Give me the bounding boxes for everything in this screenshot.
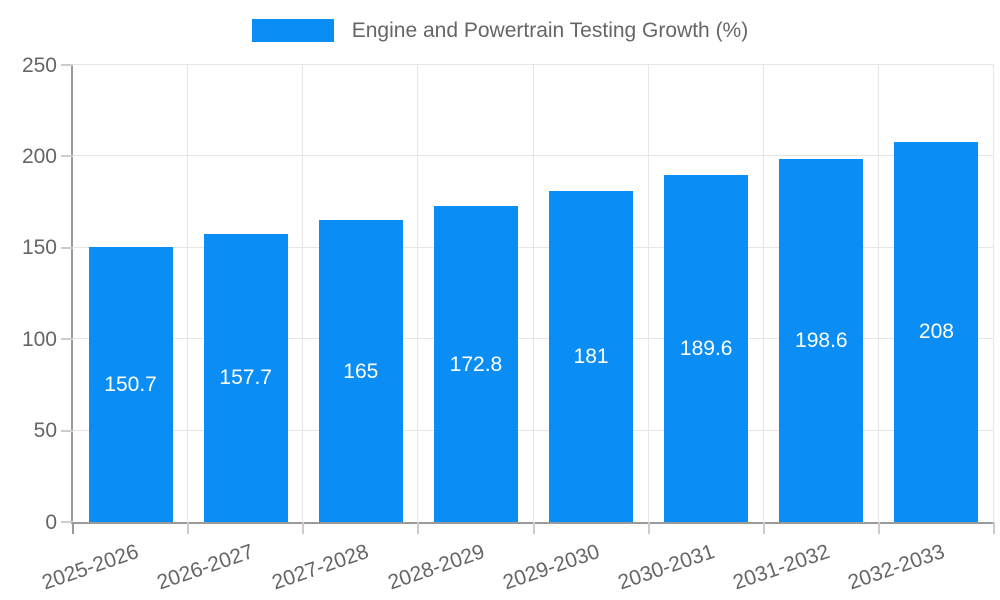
- x-tick-mark: [302, 522, 305, 534]
- bar-2025-2026[interactable]: 150.7: [88, 246, 173, 522]
- gridline-h: [73, 338, 994, 340]
- x-axis-tick-label: 2025-2026: [39, 540, 142, 595]
- bar-value-label: 189.6: [679, 337, 733, 361]
- gridline-v: [417, 65, 419, 522]
- y-axis-tick-label: 150: [21, 236, 57, 260]
- gridline-v: [877, 65, 879, 522]
- gridline-v: [993, 65, 994, 522]
- x-tick-mark: [417, 522, 420, 534]
- x-tick-mark: [877, 522, 880, 534]
- gridline-v: [532, 65, 534, 522]
- x-tick-mark: [72, 522, 74, 534]
- bar-2031-2032[interactable]: 198.6: [779, 158, 864, 522]
- bar-2026-2027[interactable]: 157.7: [203, 233, 288, 522]
- bar-2028-2029[interactable]: 172.8: [433, 206, 518, 522]
- x-tick-mark: [187, 522, 190, 534]
- x-axis-tick-label: 2031-2032: [730, 540, 833, 595]
- plot-area: 150.7 157.7 165 172.8 181 189.6 198.6 208: [71, 64, 994, 524]
- bar-2030-2031[interactable]: 189.6: [664, 175, 749, 522]
- y-tick-mark: [61, 521, 73, 523]
- x-axis-tick-label: 2030-2031: [614, 540, 718, 595]
- x-axis-tick-label: 2032-2033: [845, 540, 948, 595]
- x-axis-tick-label: 2027-2028: [269, 540, 372, 595]
- x-axis-tick-label: 2026-2027: [154, 540, 257, 595]
- x-axis-tick-label: 2028-2029: [384, 540, 488, 595]
- gridline-h: [73, 64, 994, 65]
- gridline-v: [647, 65, 649, 522]
- gridline-v: [302, 65, 304, 522]
- bar-value-label: 157.7: [219, 366, 272, 390]
- gridline-v: [187, 65, 189, 522]
- y-tick-mark: [61, 64, 73, 66]
- bar-value-label: 208: [918, 320, 954, 344]
- x-axis-tick-label: 2029-2030: [499, 540, 603, 595]
- gridline-h: [73, 246, 994, 248]
- bar-value-label: 150.7: [104, 372, 157, 396]
- y-tick-mark: [61, 246, 73, 249]
- bar-value-label: 198.6: [795, 328, 848, 352]
- gridline-h: [73, 155, 994, 157]
- y-axis-tick-label: 0: [45, 510, 57, 534]
- legend-swatch: [251, 19, 334, 42]
- y-axis-tick-label: 50: [33, 419, 57, 443]
- bar-value-label: 165: [343, 359, 379, 383]
- x-tick-mark: [532, 522, 535, 534]
- x-tick-mark: [993, 522, 995, 534]
- bar-2029-2030[interactable]: 181: [549, 191, 634, 522]
- y-tick-mark: [61, 155, 73, 158]
- y-tick-mark: [61, 338, 73, 341]
- y-tick-mark: [61, 429, 73, 432]
- bar-2032-2033[interactable]: 208: [894, 141, 979, 522]
- y-axis-tick-label: 200: [21, 144, 57, 168]
- y-axis-tick-label: 100: [21, 327, 57, 351]
- y-axis-tick-label: 250: [21, 53, 57, 77]
- bar-value-label: 181: [573, 345, 609, 369]
- x-tick-mark: [647, 522, 650, 534]
- gridline-v: [762, 65, 764, 522]
- legend-label: Engine and Powertrain Testing Growth (%): [351, 19, 749, 42]
- gridline-h: [73, 429, 994, 431]
- legend-item[interactable]: Engine and Powertrain Testing Growth (%): [0, 19, 1000, 42]
- y-axis-line: [71, 65, 73, 522]
- bar-value-label: 172.8: [449, 352, 503, 376]
- bar-2027-2028[interactable]: 165: [318, 220, 403, 522]
- x-tick-mark: [762, 522, 765, 534]
